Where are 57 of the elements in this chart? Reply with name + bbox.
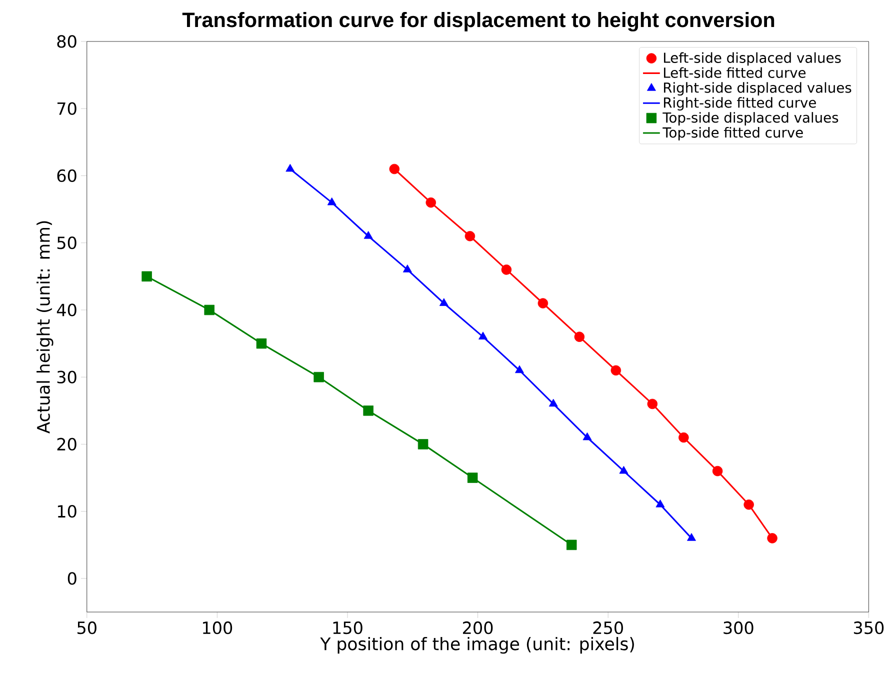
y-tick-label: 0 <box>68 572 76 585</box>
point <box>548 398 558 407</box>
y-tick-label: 80 <box>57 35 76 48</box>
legend-label: Right-side displaced values <box>664 82 852 96</box>
x-tick-label: 100 <box>203 621 232 634</box>
point <box>402 264 412 272</box>
y-axis-title: Actual height (unit: mm) <box>36 221 54 434</box>
y-tick-label: 60 <box>57 169 76 182</box>
point <box>439 298 448 306</box>
y-tick-label: 30 <box>57 370 76 384</box>
x-axis-title: Y position of the image (unit: pixels) <box>320 636 634 654</box>
point <box>256 338 267 349</box>
point <box>619 466 628 474</box>
legend-label: Top-side displaced values <box>662 112 838 126</box>
y-tick-label: 10 <box>58 504 76 518</box>
point <box>566 540 577 550</box>
point <box>574 332 585 342</box>
y-tick-label: 70 <box>57 102 76 115</box>
point <box>364 230 373 239</box>
point <box>610 365 622 376</box>
point <box>712 466 723 476</box>
point <box>515 365 524 373</box>
y-tick-label: 20 <box>57 438 76 450</box>
point <box>426 197 436 208</box>
legend-label: Top-side fitted curve <box>662 126 803 140</box>
legend-label: Left-side displaced values <box>664 52 841 66</box>
x-tick-label: 50 <box>77 621 96 634</box>
x-tick-label: 350 <box>854 621 884 634</box>
chart-title: Transformation curve for displacement to height conversion <box>182 12 774 32</box>
point <box>418 439 428 450</box>
point <box>538 298 548 308</box>
point <box>467 472 478 483</box>
point <box>389 164 400 174</box>
point <box>204 304 214 316</box>
point <box>687 532 696 541</box>
legend-label: Left-side fitted curve <box>664 67 806 78</box>
y-tick-label: 50 <box>57 236 76 250</box>
point <box>142 271 152 282</box>
point <box>744 499 754 510</box>
x-tick-label: 200 <box>462 621 493 634</box>
legend-label: Right-side fitted curve <box>664 97 816 110</box>
point <box>464 230 476 242</box>
point <box>286 164 295 172</box>
point <box>501 264 512 275</box>
x-tick-label: 250 <box>593 621 623 634</box>
point <box>314 372 324 382</box>
y-tick-label: 40 <box>56 304 76 316</box>
point <box>327 197 336 206</box>
point <box>767 532 778 544</box>
x-tick-label: 150 <box>333 621 362 634</box>
point <box>647 398 658 409</box>
point <box>363 405 374 416</box>
point <box>478 332 488 340</box>
point <box>582 432 592 440</box>
point <box>656 499 665 508</box>
point <box>678 432 689 443</box>
x-tick-label: 300 <box>724 621 754 634</box>
